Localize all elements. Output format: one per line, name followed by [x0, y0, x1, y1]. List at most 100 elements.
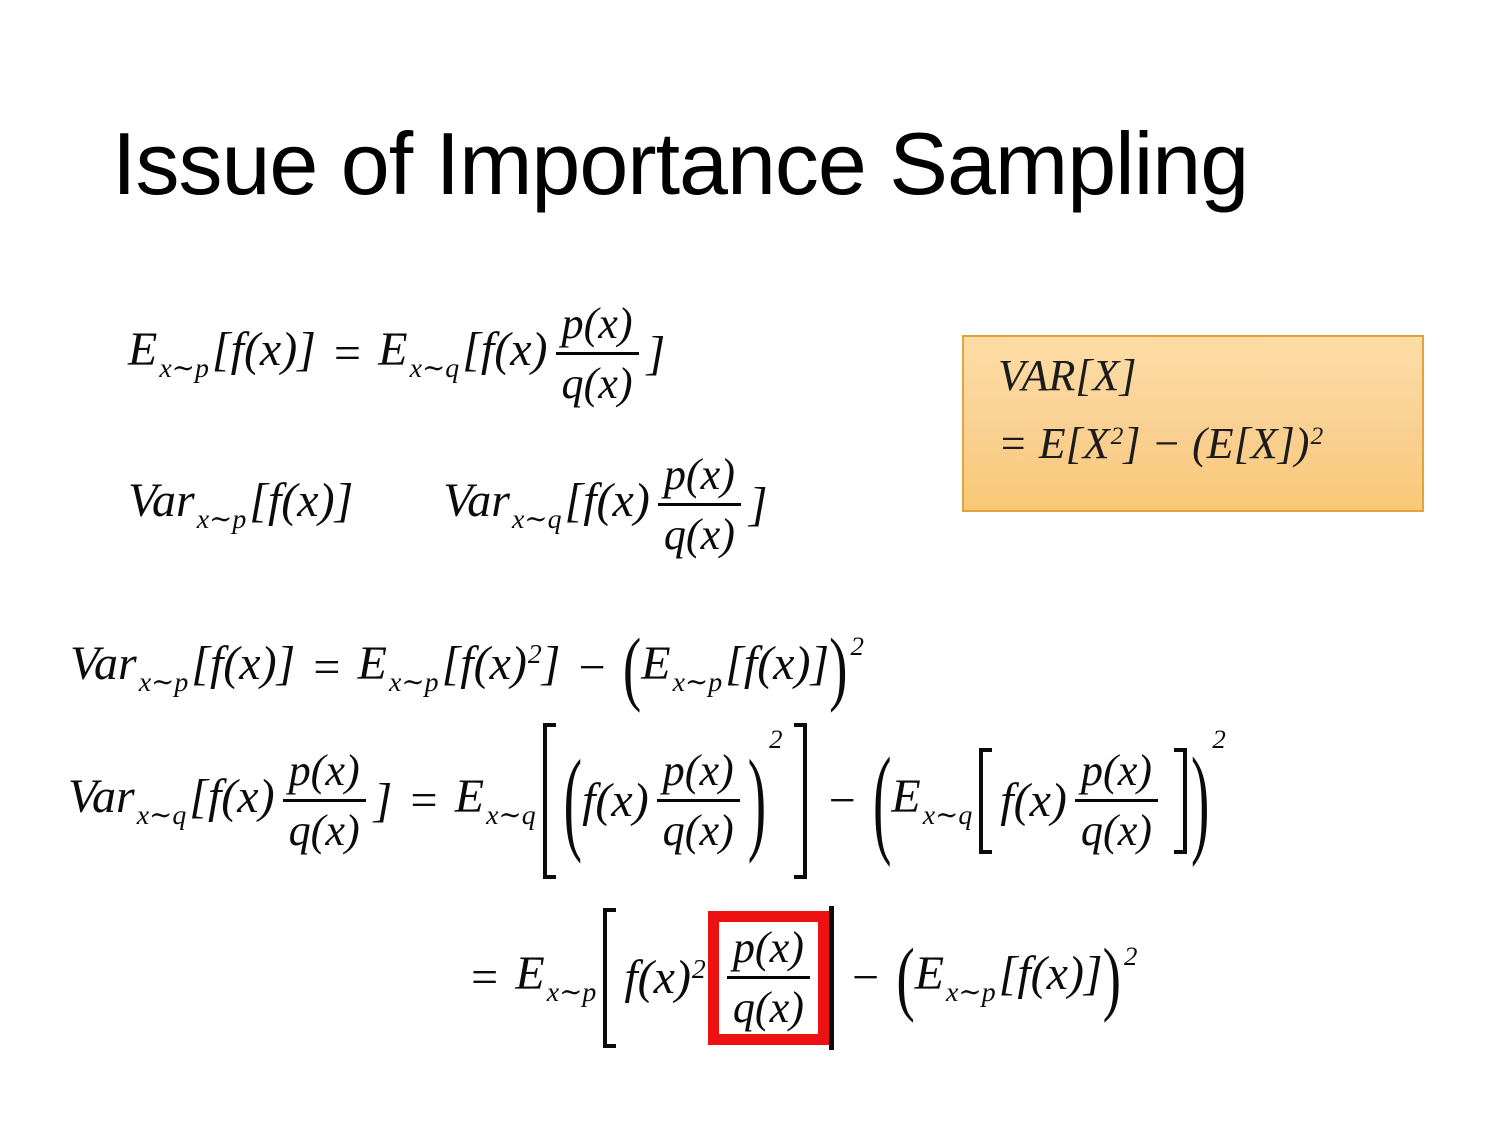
big-bracket-left: [542, 723, 556, 879]
math-Var: Var: [70, 636, 137, 690]
math-arg: [f(x)]: [211, 322, 316, 376]
numerator: p(x): [656, 747, 740, 802]
hidden-bracket-right: [828, 906, 834, 1050]
var-box-line2-head: = E[X: [998, 419, 1110, 468]
math-fx: f(x): [582, 773, 649, 827]
equals-sign: =: [468, 950, 501, 1004]
math-run: Ex∼p: [515, 946, 599, 1009]
big-paren-left: (: [872, 733, 892, 868]
math-run: Varx∼p[f(x)]: [128, 473, 353, 536]
squared-term-group: ( Ex∼p[f(x)] ) 2: [896, 936, 1140, 1019]
superscript-2: 2: [1310, 420, 1324, 450]
math-arg: [f(x)]: [191, 636, 296, 690]
math-Var: Var: [128, 473, 195, 527]
denominator: q(x): [663, 510, 735, 559]
fraction: p(x) q(x): [282, 747, 366, 855]
math-Var: Var: [443, 473, 510, 527]
math-run: Ex∼q: [891, 771, 975, 832]
math-Var: Var: [68, 769, 135, 823]
eq-variance-expansion-p: Varx∼p[f(x)] = Ex∼p[f(x)2] − ( Ex∼p[f(x)…: [70, 616, 867, 720]
big-paren-right: ): [1102, 932, 1121, 1024]
slide-title: Issue of Importance Sampling: [112, 114, 1249, 213]
math-E: E: [641, 636, 671, 690]
math-arg: [f(x)]: [998, 946, 1103, 1000]
superscript-2: 2: [769, 724, 783, 754]
squared-term-group: ( Ex∼p[f(x)] ) 2: [623, 626, 867, 709]
red-highlight-box: p(x) q(x): [707, 910, 829, 1046]
math-subscript: x∼p: [946, 977, 996, 1009]
math-run: f(x)2: [624, 950, 706, 1004]
squared-term-group: ( Ex∼q f(x) p(x) q(x) ): [873, 723, 1209, 879]
big-paren-left: (: [896, 932, 915, 1024]
superscript-2: 2: [850, 630, 864, 661]
big-bracket-right: [793, 723, 807, 879]
math-run: Ex∼p[f(x)]: [641, 636, 830, 699]
math-subscript: x∼p: [159, 353, 209, 385]
superscript-2: 2: [691, 953, 706, 985]
math-E: E: [914, 946, 945, 1000]
math-arg: [f(x): [564, 473, 650, 527]
var-box-line2-mid: ] − (E[X]): [1123, 419, 1310, 468]
equals-sign: =: [407, 773, 440, 827]
superscript-2: 2: [527, 639, 542, 671]
denominator: q(x): [732, 983, 804, 1032]
denominator: q(x): [561, 359, 633, 408]
eq-variance-final-p: = Ex∼p f(x)2 p(x) q(x) − ( Ex∼p[f(x)] ) 2: [468, 896, 1140, 1060]
math-subscript: x∼p: [138, 667, 189, 699]
equals-sign: =: [310, 640, 343, 694]
math-subscript: x∼q: [922, 800, 973, 832]
math-E: E: [357, 636, 387, 690]
math-arg: [f(x): [189, 769, 275, 823]
math-run: Ex∼q: [455, 771, 539, 832]
math-E: E: [378, 322, 408, 376]
math-E: E: [128, 322, 158, 376]
superscript-2: 2: [1212, 724, 1226, 754]
big-bracket-left: [603, 908, 617, 1048]
big-paren-left: (: [622, 622, 642, 714]
math-subscript: x∼q: [486, 800, 536, 832]
closing-bracket: ]: [373, 773, 393, 827]
bracketed-squared-group: ( f(x) p(x) q(x) ) 2: [539, 723, 811, 879]
numerator: p(x): [726, 924, 810, 979]
math-subscript: x∼p: [546, 977, 597, 1009]
minus-sign: −: [825, 773, 858, 827]
math-subscript: x∼p: [672, 667, 723, 699]
math-arg: [f(x): [462, 322, 548, 376]
math-run: Ex∼p[f(x)]: [128, 322, 316, 385]
numerator: p(x): [1074, 747, 1158, 802]
math-subscript: x∼q: [409, 353, 460, 385]
math-run: Ex∼p[f(x)2]: [357, 636, 561, 699]
math-run: Ex∼p[f(x)]: [914, 946, 1103, 1009]
math-subscript: x∼p: [196, 504, 247, 536]
math-run: Varx∼p[f(x)]: [70, 636, 296, 699]
eq-variance-pair: Varx∼p[f(x)] Varx∼q[f(x) p(x) q(x) ]: [128, 444, 768, 566]
math-run: Varx∼q[f(x): [68, 769, 275, 831]
minus-sign: −: [575, 640, 608, 694]
big-paren-right: ): [829, 622, 848, 714]
inner-bracket-group: f(x) p(x) q(x): [975, 747, 1191, 855]
math-E: E: [515, 946, 545, 1000]
big-paren-right: ): [747, 736, 767, 865]
fraction: p(x) q(x): [1074, 747, 1158, 855]
superscript-2: 2: [1110, 420, 1124, 450]
fraction: p(x) q(x): [555, 300, 639, 408]
math-arg: [f(x)]: [725, 636, 830, 690]
numerator: p(x): [657, 451, 741, 506]
big-bracket-right: [1174, 747, 1187, 855]
closing-bracket: ]: [646, 326, 666, 380]
numerator: p(x): [555, 300, 639, 355]
math-subscript: x∼q: [511, 504, 562, 536]
denominator: q(x): [662, 806, 734, 855]
closing-bracket: ]: [541, 636, 561, 690]
equals-sign: =: [330, 326, 364, 380]
math-fx: f(x): [624, 950, 691, 1004]
fraction: p(x) q(x): [726, 924, 810, 1032]
big-paren-left: (: [563, 736, 583, 865]
fraction: p(x) q(x): [657, 451, 741, 559]
math-run: Ex∼q[f(x): [378, 322, 548, 385]
minus-sign: −: [848, 950, 882, 1004]
math-subscript: x∼p: [388, 667, 439, 699]
eq-variance-expansion-q: Varx∼q[f(x) p(x) q(x) ] = Ex∼q ( f(x) p(x…: [68, 723, 1229, 879]
bracketed-group: f(x)2 p(x) q(x): [599, 896, 834, 1060]
